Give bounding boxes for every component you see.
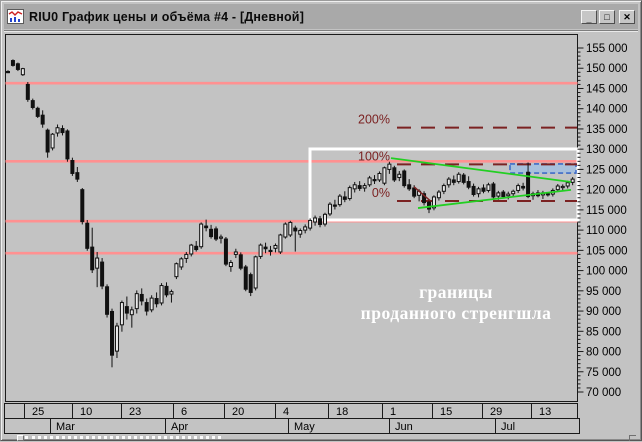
candles (6, 59, 575, 368)
date-tick-label: 23 (129, 406, 141, 418)
app-icon (7, 9, 24, 24)
y-axis-label: 95 000 (586, 286, 621, 298)
y-axis-label: 145 000 (586, 83, 628, 95)
y-axis-label: 80 000 (586, 347, 621, 359)
month-label: Mar (56, 421, 75, 433)
month-label: Jul (501, 421, 515, 433)
date-tick-label: 10 (80, 406, 92, 418)
y-axis-label: 115 000 (586, 205, 627, 217)
y-axis-label: 140 000 (586, 104, 628, 116)
date-tick-label: 25 (32, 406, 44, 418)
close-button[interactable]: ✕ (619, 9, 635, 24)
y-axis: 155 000 150 000 145 000 140 000 135 000 130 0… (577, 43, 628, 399)
y-axis-label: 120 000 (586, 185, 628, 197)
y-axis-label: 100 000 (586, 266, 628, 278)
y-axis-label: 125 000 (586, 164, 628, 176)
date-tick-label: 18 (336, 406, 348, 418)
y-axis-label: 70 000 (586, 387, 621, 399)
window-title: RIU0 График цены и объёма #4 - [Дневной] (29, 9, 305, 24)
plot-frame (5, 34, 578, 402)
highlight-box (308, 147, 580, 222)
y-axis-label: 155 000 (586, 43, 628, 55)
y-axis-label: 110 000 (586, 225, 627, 237)
y-axis-label: 85 000 (586, 326, 621, 338)
fib-label-200%: 200% (358, 113, 390, 127)
titlebar-divider-highlight (4, 31, 638, 32)
h-scrollbar-track[interactable] (25, 436, 221, 439)
y-axis-label: 150 000 (586, 63, 628, 75)
date-tick-label: 15 (440, 406, 452, 418)
trend-lines (390, 157, 572, 209)
y-axis-label: 130 000 (586, 144, 628, 156)
fib-levels: 200% 100% 0% (358, 113, 577, 202)
x-axis-date-row: 25 10 23 6 20 4 18 1 15 29 13 (4, 403, 578, 419)
fib-label-100%: 100% (358, 149, 390, 163)
fib-label-0%: 0% (372, 186, 390, 200)
window-titlebar[interactable]: RIU0 График цены и объёма #4 - [Дневной]… (4, 4, 638, 29)
y-axis-label: 135 000 (586, 124, 628, 136)
date-tick-label: 29 (490, 406, 502, 418)
month-label: Apr (171, 421, 188, 433)
date-tick-label: 1 (390, 406, 396, 418)
resize-grip (629, 435, 636, 441)
y-axis-label: 75 000 (586, 367, 621, 379)
date-tick-label: 6 (181, 406, 187, 418)
month-label: May (294, 421, 315, 433)
titlebar-divider (4, 30, 638, 31)
window-controls: _ □ ✕ (579, 9, 635, 24)
date-tick-label: 20 (232, 406, 244, 418)
date-tick-label: 13 (539, 406, 551, 418)
y-axis-label: 90 000 (586, 306, 621, 318)
x-axis-month-row: Mar Apr May Jun Jul (4, 418, 580, 434)
h-scrollbar-thumb[interactable] (17, 435, 24, 441)
minimize-button[interactable]: _ (581, 9, 597, 24)
red-pointer-segment (413, 186, 431, 202)
date-tick-label: 4 (283, 406, 289, 418)
maximize-button[interactable]: □ (599, 9, 615, 24)
month-label: Jun (395, 421, 413, 433)
y-axis-label: 105 000 (586, 245, 628, 257)
